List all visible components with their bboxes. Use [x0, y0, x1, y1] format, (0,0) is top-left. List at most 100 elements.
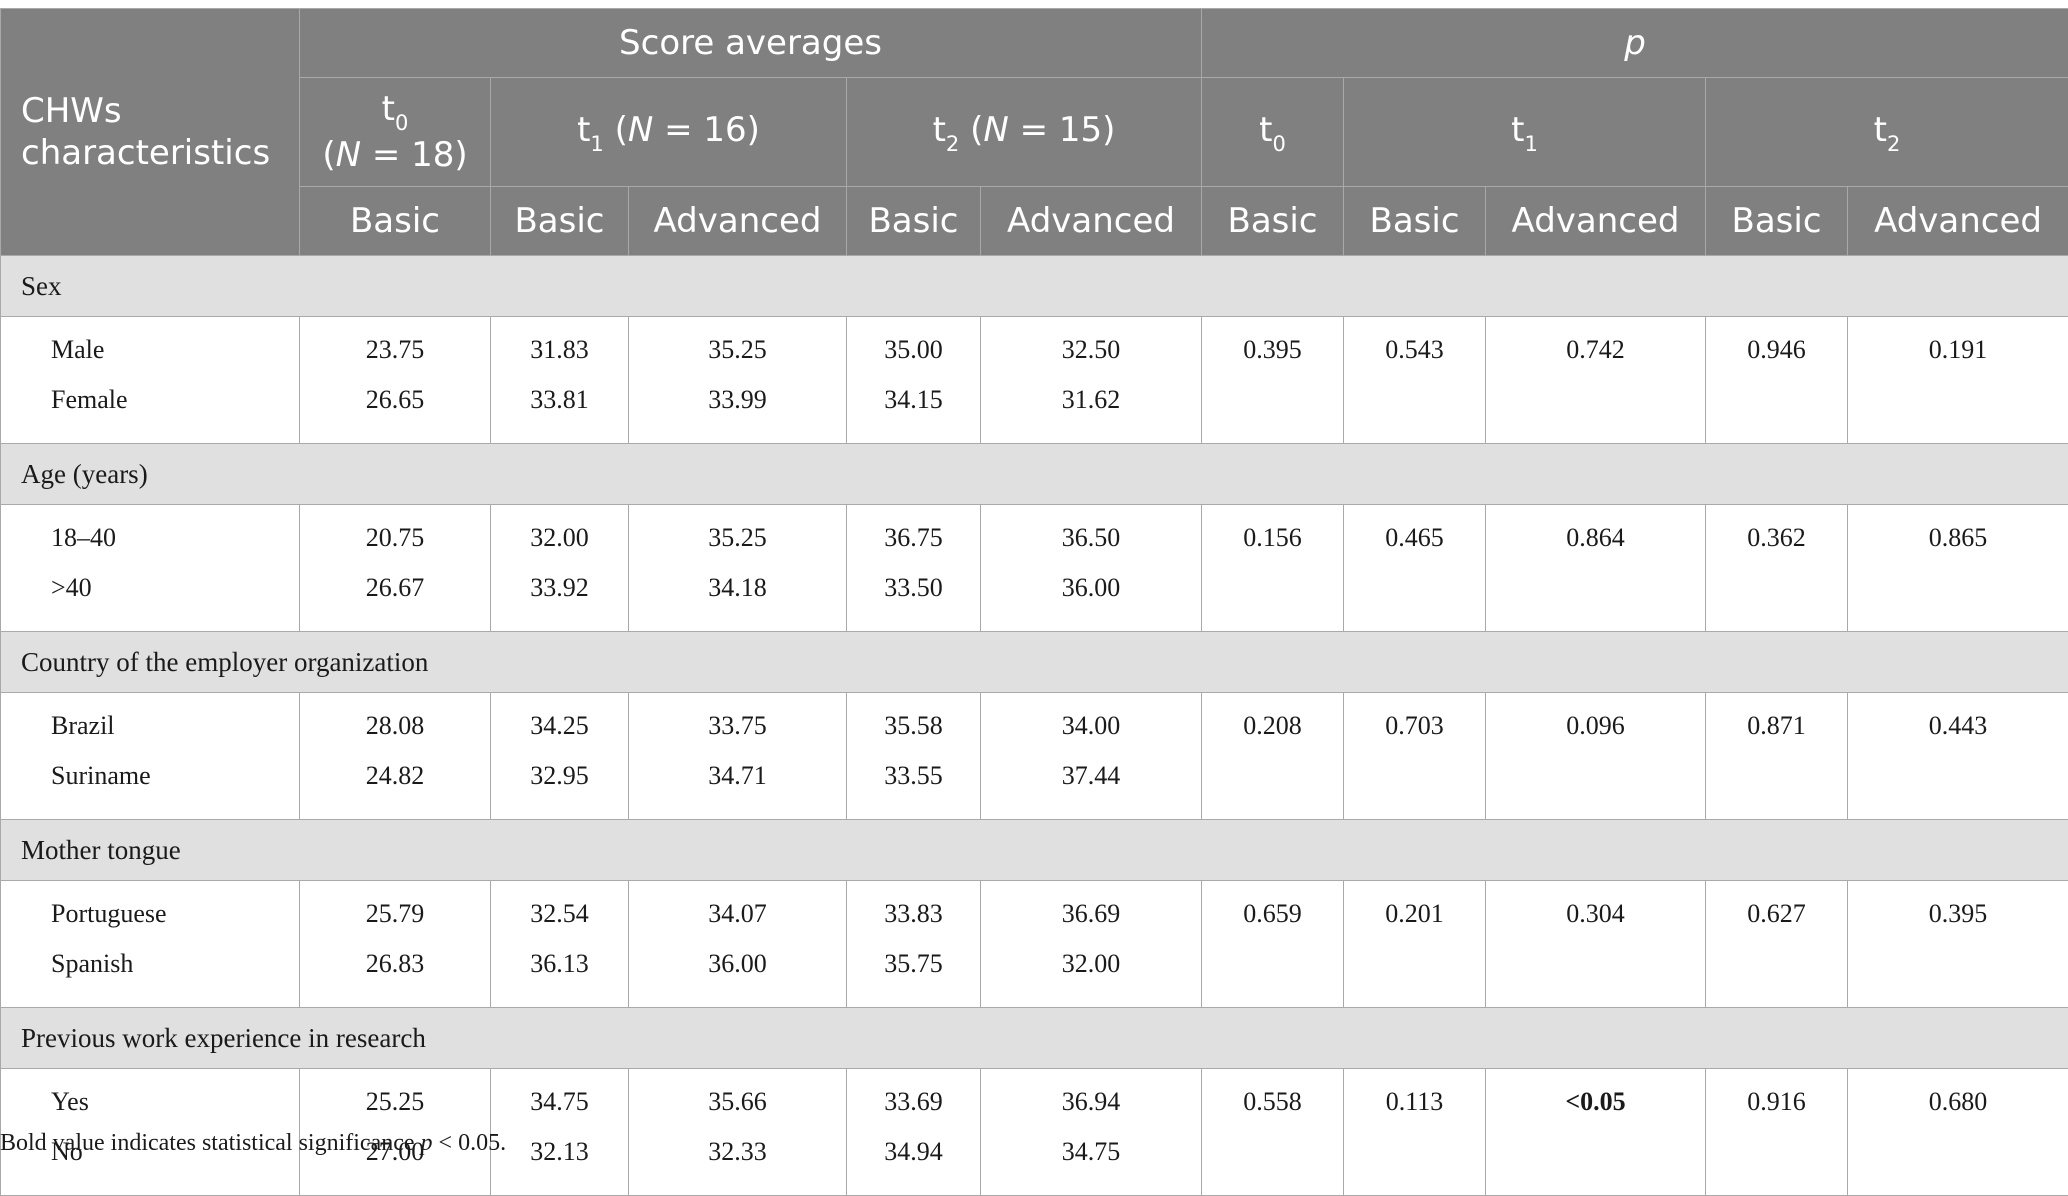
row-label: 18–40	[51, 521, 299, 571]
score-value: 37.44	[981, 759, 1201, 809]
score-value: 36.94	[981, 1085, 1201, 1135]
p-value: <0.05	[1486, 1085, 1705, 1135]
p-header: p	[1202, 9, 2068, 78]
row-label: Spanish	[51, 947, 299, 997]
t0-score-header: t0 (N = 18)	[300, 78, 491, 187]
score-value: 35.25	[629, 333, 846, 383]
score-value: 26.65	[300, 383, 490, 433]
t1-score-header: t1 (N = 16)	[491, 78, 847, 187]
score-value: 34.75	[981, 1135, 1201, 1185]
score-value: 33.50	[847, 571, 980, 621]
results-table: CHWs characteristics Score averages p t0…	[0, 8, 2068, 1196]
p-value-cell: 0.208	[1202, 693, 1344, 820]
p-value-cell: 0.871	[1706, 693, 1848, 820]
row-label: Portuguese	[51, 897, 299, 947]
p-value: 0.395	[1848, 897, 2068, 947]
score-value: 33.83	[847, 897, 980, 947]
corner-header: CHWs characteristics	[1, 9, 300, 256]
footnote: Bold value indicates statistical signifi…	[0, 1130, 506, 1157]
p-value-cell: 0.543	[1344, 317, 1486, 444]
p-value-cell: 0.395	[1202, 317, 1344, 444]
score-value: 32.00	[491, 521, 628, 571]
score-value: 25.79	[300, 897, 490, 947]
p-value: 0.304	[1486, 897, 1705, 947]
p-value: 0.871	[1706, 709, 1847, 759]
score-value: 33.55	[847, 759, 980, 809]
score-value: 25.25	[300, 1085, 490, 1135]
col-header-basic: Basic	[847, 187, 981, 256]
p-value-cell: 0.201	[1344, 881, 1486, 1008]
score-value: 32.33	[629, 1135, 846, 1185]
score-value: 34.94	[847, 1135, 980, 1185]
col-header-basic: Basic	[1706, 187, 1848, 256]
p-value-cell: 0.742	[1486, 317, 1706, 444]
col-header-advanced: Advanced	[1486, 187, 1706, 256]
p-value: 0.201	[1344, 897, 1485, 947]
p-value: 0.395	[1202, 333, 1343, 383]
score-value: 35.66	[629, 1085, 846, 1135]
section-title: Mother tongue	[1, 820, 2068, 881]
p-value: 0.443	[1848, 709, 2068, 759]
p-value: 0.865	[1848, 521, 2068, 571]
score-value: 35.25	[629, 521, 846, 571]
p-value: 0.627	[1706, 897, 1847, 947]
col-header-advanced: Advanced	[1848, 187, 2068, 256]
row-label: Yes	[51, 1085, 299, 1135]
col-header-basic: Basic	[491, 187, 629, 256]
t2-score-header: t2 (N = 15)	[847, 78, 1202, 187]
score-value: 23.75	[300, 333, 490, 383]
p-value-cell: <0.05	[1486, 1069, 1706, 1196]
score-value: 33.99	[629, 383, 846, 433]
score-value: 33.75	[629, 709, 846, 759]
score-value: 32.95	[491, 759, 628, 809]
p-value: 0.742	[1486, 333, 1705, 383]
p-value-cell: 0.362	[1706, 505, 1848, 632]
p-value-cell: 0.156	[1202, 505, 1344, 632]
score-value: 26.83	[300, 947, 490, 997]
section-title: Previous work experience in research	[1, 1008, 2068, 1069]
p-value: 0.680	[1848, 1085, 2068, 1135]
p-value-cell: 0.395	[1848, 881, 2068, 1008]
score-value: 34.18	[629, 571, 846, 621]
p-value: 0.156	[1202, 521, 1343, 571]
p-value-cell: 0.864	[1486, 505, 1706, 632]
p-value: 0.208	[1202, 709, 1343, 759]
corner-header-line2: characteristics	[21, 133, 270, 173]
p-value: 0.916	[1706, 1085, 1847, 1135]
p-value-cell: 0.304	[1486, 881, 1706, 1008]
score-value: 31.83	[491, 333, 628, 383]
p-value-cell: 0.558	[1202, 1069, 1344, 1196]
p-value-cell: 0.680	[1848, 1069, 2068, 1196]
score-value: 36.75	[847, 521, 980, 571]
t2-p-header: t2	[1706, 78, 2068, 187]
p-value-cell: 0.465	[1344, 505, 1486, 632]
p-value: 0.659	[1202, 897, 1343, 947]
p-value: 0.096	[1486, 709, 1705, 759]
score-value: 24.82	[300, 759, 490, 809]
score-value: 20.75	[300, 521, 490, 571]
score-value: 36.69	[981, 897, 1201, 947]
score-value: 28.08	[300, 709, 490, 759]
corner-header-line1: CHWs	[21, 91, 122, 131]
col-header-basic: Basic	[1202, 187, 1344, 256]
